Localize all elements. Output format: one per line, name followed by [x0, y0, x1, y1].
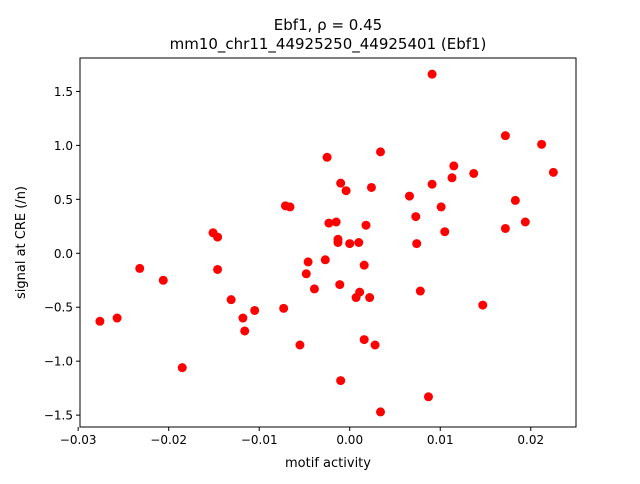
- data-point: [240, 326, 250, 336]
- data-point: [322, 152, 332, 162]
- data-point: [361, 220, 371, 230]
- data-point: [135, 263, 145, 273]
- x-axis-ticks: −0.03 −0.02 −0.01 0.00 0.01 0.02: [60, 427, 544, 447]
- data-point: [295, 340, 305, 350]
- y-tick-label: 1.0: [54, 139, 73, 153]
- data-point: [510, 195, 520, 205]
- y-tick-label: −0.5: [44, 301, 73, 315]
- data-point: [436, 202, 446, 212]
- y-axis-label: signal at CRE (/n): [14, 186, 29, 299]
- chart-title-line-1: Ebf1, ρ = 0.45: [274, 16, 382, 34]
- data-point: [469, 168, 479, 178]
- y-tick-label: −1.0: [44, 355, 73, 369]
- data-point: [331, 217, 341, 227]
- data-point: [355, 287, 365, 297]
- data-point: [423, 392, 433, 402]
- data-point: [112, 313, 122, 323]
- x-tick-label: 0.00: [336, 433, 363, 447]
- x-tick-label: −0.01: [241, 433, 278, 447]
- data-points: [95, 69, 558, 417]
- y-tick-label: 0.5: [54, 193, 73, 207]
- data-point: [279, 303, 289, 313]
- data-point: [177, 363, 187, 373]
- x-tick-label: 0.01: [427, 433, 454, 447]
- data-point: [520, 217, 530, 227]
- data-point: [95, 316, 105, 326]
- data-point: [238, 313, 248, 323]
- data-point: [226, 295, 236, 305]
- data-point: [359, 335, 369, 345]
- data-point: [336, 376, 346, 386]
- data-point: [370, 340, 380, 350]
- x-tick-label: 0.02: [517, 433, 544, 447]
- data-point: [309, 284, 319, 294]
- chart-title-line-2: mm10_chr11_44925250_44925401 (Ebf1): [170, 35, 487, 54]
- x-tick-label: −0.03: [60, 433, 97, 447]
- data-point: [548, 167, 558, 177]
- data-point: [341, 186, 351, 196]
- data-point: [333, 238, 343, 247]
- data-point: [285, 202, 295, 212]
- data-point: [404, 191, 414, 201]
- y-tick-label: 1.5: [54, 85, 73, 99]
- data-point: [359, 260, 369, 270]
- y-tick-label: 0.0: [54, 247, 73, 261]
- data-point: [335, 280, 345, 290]
- data-point: [303, 257, 313, 267]
- data-point: [427, 179, 437, 189]
- data-point: [376, 147, 385, 157]
- data-point: [366, 182, 376, 192]
- data-point: [320, 255, 330, 265]
- data-point: [365, 293, 375, 303]
- data-point: [500, 223, 510, 233]
- data-point: [537, 139, 547, 149]
- data-point: [345, 239, 355, 249]
- data-point: [415, 286, 425, 296]
- data-point: [324, 218, 334, 228]
- data-point: [301, 269, 311, 279]
- data-point: [213, 264, 223, 274]
- plot-area-frame: [79, 57, 577, 428]
- data-point: [500, 131, 510, 141]
- data-point: [412, 239, 422, 249]
- x-tick-label: −0.02: [150, 433, 187, 447]
- y-axis-ticks: −1.5 −1.0 −0.5 0.0 0.5 1.0 1.5: [44, 85, 80, 423]
- data-point: [449, 161, 459, 171]
- data-point: [336, 178, 346, 188]
- data-point: [447, 173, 457, 183]
- x-axis-label: motif activity: [285, 456, 371, 471]
- data-point: [250, 305, 260, 315]
- data-point: [354, 238, 364, 247]
- data-point: [213, 232, 223, 242]
- data-point: [411, 212, 421, 222]
- data-point: [158, 275, 168, 285]
- data-point: [427, 69, 437, 79]
- data-point: [478, 300, 488, 310]
- y-tick-label: −1.5: [44, 409, 73, 423]
- data-point: [440, 227, 450, 237]
- data-point: [376, 407, 385, 417]
